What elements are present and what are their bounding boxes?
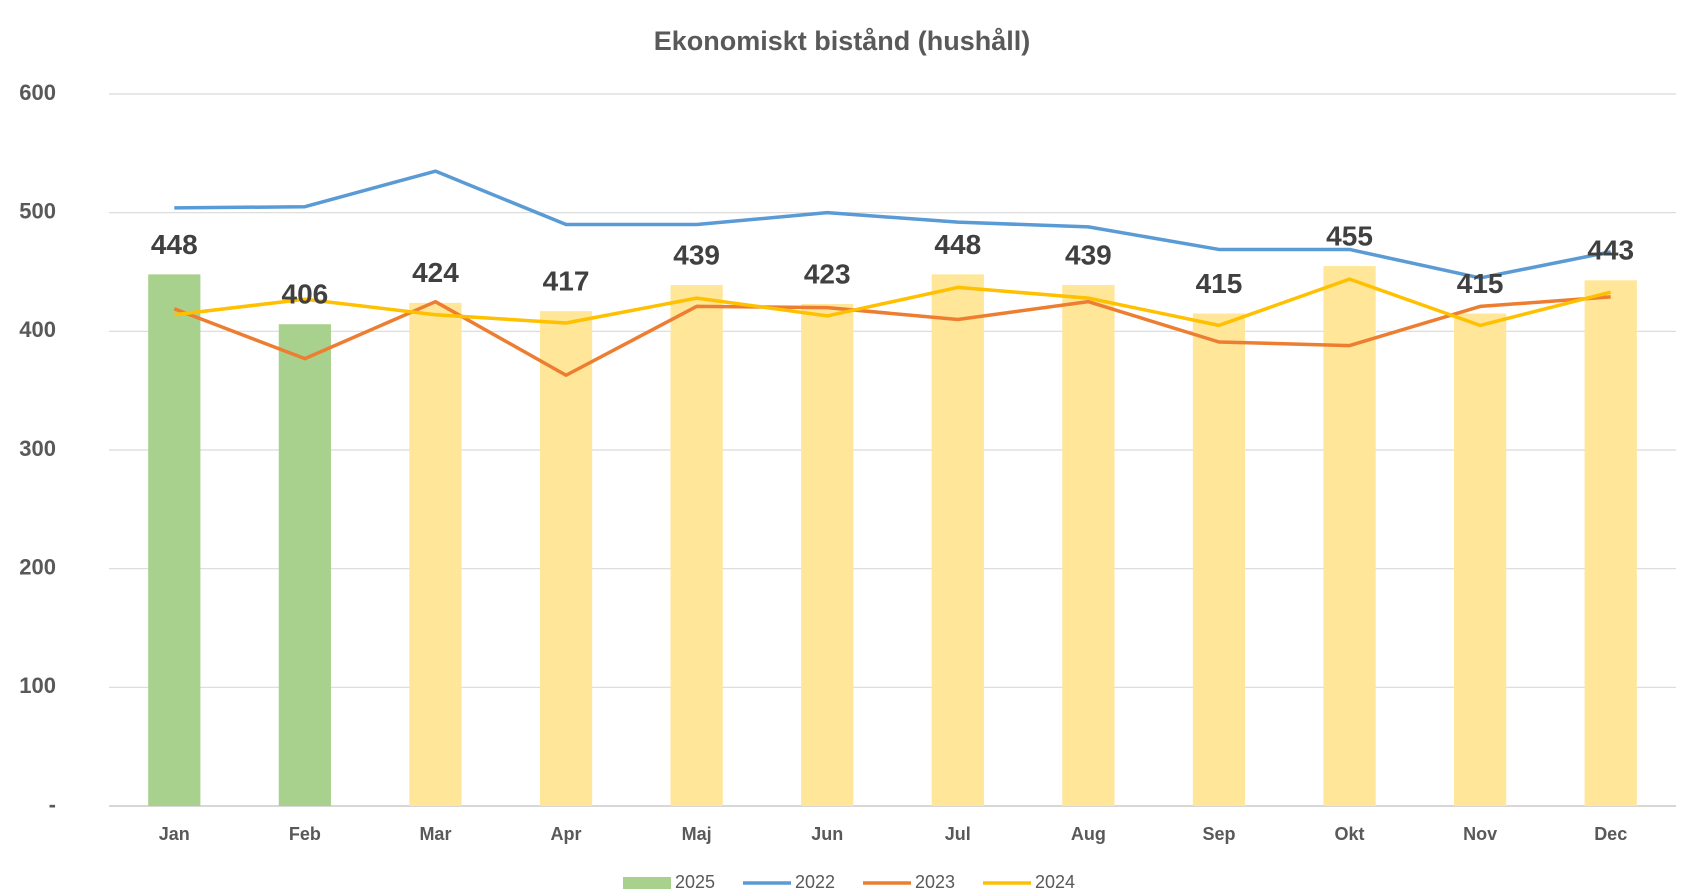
bar <box>278 324 331 806</box>
y-tick-label: 300 <box>19 436 56 461</box>
data-label: 424 <box>412 257 459 288</box>
bar <box>670 285 723 806</box>
y-tick-label: 400 <box>19 317 56 342</box>
data-label: 417 <box>543 266 590 297</box>
y-tick-label: 500 <box>19 198 56 223</box>
bar <box>1062 285 1115 806</box>
data-label: 455 <box>1326 220 1373 251</box>
data-label: 406 <box>282 279 329 310</box>
data-label: 439 <box>673 239 720 270</box>
x-tick-label: Dec <box>1594 824 1627 844</box>
bar <box>409 302 462 806</box>
bar <box>539 311 593 806</box>
x-tick-label: Jul <box>945 824 971 844</box>
legend-label: 2022 <box>795 872 835 892</box>
chart-title: Ekonomiskt bistånd (hushåll) <box>654 26 1031 56</box>
bar <box>801 304 854 806</box>
bar <box>148 274 201 807</box>
y-tick-label: 100 <box>19 673 56 698</box>
bar <box>1454 313 1507 806</box>
x-tick-label: Jan <box>159 824 190 844</box>
x-tick-label: Apr <box>551 824 582 844</box>
x-tick-label: Mar <box>419 824 451 844</box>
data-label: 448 <box>151 229 198 260</box>
legend-label: 2024 <box>1035 872 1075 892</box>
data-label: 423 <box>804 258 851 289</box>
data-label: 443 <box>1587 235 1634 266</box>
data-label: 415 <box>1457 268 1504 299</box>
bar <box>1323 266 1376 807</box>
legend-label: 2023 <box>915 872 955 892</box>
x-tick-label: Jun <box>811 824 843 844</box>
bar <box>931 274 984 807</box>
legend-label: 2025 <box>675 872 715 892</box>
x-tick-label: Aug <box>1071 824 1106 844</box>
y-tick-label: 200 <box>19 554 56 579</box>
x-tick-label: Sep <box>1202 824 1235 844</box>
y-tick-label: 600 <box>19 80 56 105</box>
x-tick-label: Feb <box>289 824 321 844</box>
bar <box>1192 313 1246 806</box>
data-label: 439 <box>1065 239 1112 270</box>
x-tick-label: Nov <box>1463 824 1497 844</box>
x-tick-label: Okt <box>1335 824 1365 844</box>
data-label: 415 <box>1196 268 1243 299</box>
legend-swatch <box>623 877 671 889</box>
line-series <box>174 277 1612 328</box>
x-tick-label: Maj <box>682 824 712 844</box>
y-tick-label: - <box>49 792 56 817</box>
line-series <box>174 169 1612 280</box>
bar <box>1584 280 1637 807</box>
data-label: 448 <box>934 229 981 260</box>
